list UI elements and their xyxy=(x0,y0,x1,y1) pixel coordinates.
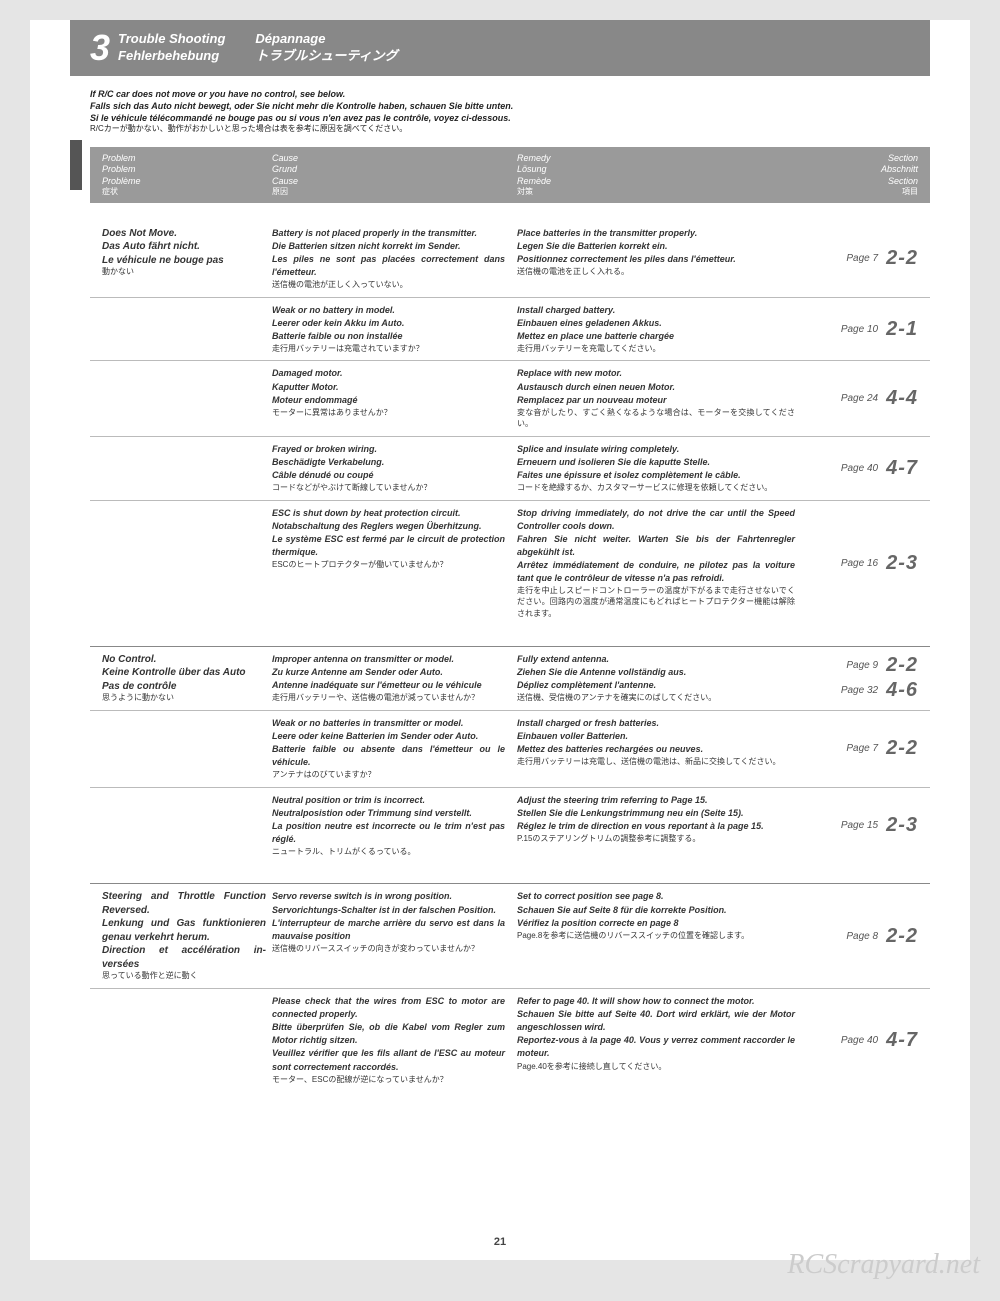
page-number: 21 xyxy=(30,1236,970,1248)
table-row: Steering and Throttle Func­tion Reversed… xyxy=(90,884,930,989)
table-row: Does Not Move.Das Auto fährt nicht.Le vé… xyxy=(90,221,930,298)
section-ref: Page 10 2-1 xyxy=(807,304,918,355)
cause-cell: Weak or no battery in model.Leerer oder … xyxy=(272,304,517,355)
title-de: Fehlerbehebung xyxy=(118,48,225,65)
col-section: Section Abschnitt Section 項目 xyxy=(807,153,918,197)
cause-cell: Frayed or broken wiring.Beschädigte Verk… xyxy=(272,443,517,494)
remedy-cell: Set to correct position see page 8.Schau… xyxy=(517,890,807,982)
cause-cell: Battery is not placed properly in the tr… xyxy=(272,227,517,291)
intro-jp: R/Cカーが動かない、動作がおかしいと思った場合は表を参考に原因を調べてください… xyxy=(90,124,930,135)
problem-group: No Control.Keine Kontrolle über das Auto… xyxy=(90,646,930,864)
problem-cell xyxy=(102,367,272,429)
table-row: Weak or no batteries in transmitter or m… xyxy=(90,711,930,788)
remedy-cell: Fully extend antenna.Ziehen Sie die Ante… xyxy=(517,653,807,704)
problem-cell xyxy=(102,507,272,620)
intro-fr: Si le véhicule télécommandé ne bouge pas… xyxy=(90,112,930,124)
problem-cell xyxy=(102,995,272,1085)
section-ref: Page 40 4-7 xyxy=(807,995,918,1085)
table-row: ESC is shut down by heat protection circ… xyxy=(90,501,930,626)
problem-cell: Steering and Throttle Func­tion Reversed… xyxy=(102,890,272,982)
remedy-cell: Replace with new motor.Austausch durch e… xyxy=(517,367,807,429)
problem-cell xyxy=(102,443,272,494)
section-ref: Page 15 2-3 xyxy=(807,794,918,858)
problem-group: Does Not Move.Das Auto fährt nicht.Le vé… xyxy=(90,221,930,626)
table-row: Weak or no battery in model.Leerer oder … xyxy=(90,298,930,362)
section-ref: Page 16 2-3 xyxy=(807,507,918,620)
remedy-cell: Stop driving immediately, do not drive t… xyxy=(517,507,807,620)
table-row: Frayed or broken wiring.Beschädigte Verk… xyxy=(90,437,930,501)
title-en: Trouble Shooting xyxy=(118,31,225,48)
title-jp: トラブルシューティング xyxy=(255,48,397,65)
problem-group: Steering and Throttle Func­tion Reversed… xyxy=(90,883,930,1091)
cause-cell: ESC is shut down by heat protection circ… xyxy=(272,507,517,620)
remedy-cell: Refer to page 40. It will show how to co… xyxy=(517,995,807,1085)
intro-de: Falls sich das Auto nicht bewegt, oder S… xyxy=(90,100,930,112)
table-row: Damaged motor.Kaputter Motor.Moteur endo… xyxy=(90,361,930,436)
cause-cell: Damaged motor.Kaputter Motor.Moteur endo… xyxy=(272,367,517,429)
problem-cell xyxy=(102,717,272,781)
section-ref: Page 40 4-7 xyxy=(807,443,918,494)
cause-cell: Please check that the wires from ESC to … xyxy=(272,995,517,1085)
cause-cell: Weak or no batteries in transmitter or m… xyxy=(272,717,517,781)
problem-cell: Does Not Move.Das Auto fährt nicht.Le vé… xyxy=(102,227,272,291)
intro-en: If R/C car does not move or you have no … xyxy=(90,88,930,100)
col-remedy: Remedy Lösung Remède 対策 xyxy=(517,153,807,197)
section-ref: Page 8 2-2 xyxy=(807,890,918,982)
table-row: Neutral position or trim is incorrect.Ne… xyxy=(90,788,930,864)
remedy-cell: Install charged battery.Einbauen eines g… xyxy=(517,304,807,355)
section-titles: Trouble Shooting Fehlerbehebung Dépannag… xyxy=(118,31,398,65)
problem-cell xyxy=(102,304,272,355)
section-ref: Page 7 2-2 xyxy=(807,717,918,781)
cause-cell: Improper antenna on transmitter or model… xyxy=(272,653,517,704)
problem-cell: No Control.Keine Kontrolle über das Auto… xyxy=(102,653,272,704)
section-number: 3 xyxy=(90,30,110,66)
intro-block: If R/C car does not move or you have no … xyxy=(90,88,930,135)
remedy-cell: Install charged or fresh batteries.Einba… xyxy=(517,717,807,781)
cause-cell: Servo reverse switch is in wrong positio… xyxy=(272,890,517,982)
remedy-cell: Adjust the steering trim referring to Pa… xyxy=(517,794,807,858)
remedy-cell: Splice and insulate wiring completely.Er… xyxy=(517,443,807,494)
table-row: No Control.Keine Kontrolle über das Auto… xyxy=(90,647,930,711)
problem-cell xyxy=(102,794,272,858)
section-header: 3 Trouble Shooting Fehlerbehebung Dépann… xyxy=(70,20,930,76)
manual-page: 3 Trouble Shooting Fehlerbehebung Dépann… xyxy=(30,20,970,1260)
troubleshoot-table: Does Not Move.Das Auto fährt nicht.Le vé… xyxy=(30,221,970,1091)
cause-cell: Neutral position or trim is incorrect.Ne… xyxy=(272,794,517,858)
section-tab xyxy=(70,140,82,190)
col-problem: Problem Problem Problème 症状 xyxy=(102,153,272,197)
section-ref: Page 92-2Page 324-6 xyxy=(807,653,918,704)
table-row: Please check that the wires from ESC to … xyxy=(90,989,930,1091)
section-ref: Page 24 4-4 xyxy=(807,367,918,429)
section-ref: Page 7 2-2 xyxy=(807,227,918,291)
col-cause: Cause Grund Cause 原因 xyxy=(272,153,517,197)
column-header: Problem Problem Problème 症状 Cause Grund … xyxy=(90,147,930,203)
title-fr: Dépannage xyxy=(255,31,397,48)
remedy-cell: Place batteries in the transmitter prope… xyxy=(517,227,807,291)
